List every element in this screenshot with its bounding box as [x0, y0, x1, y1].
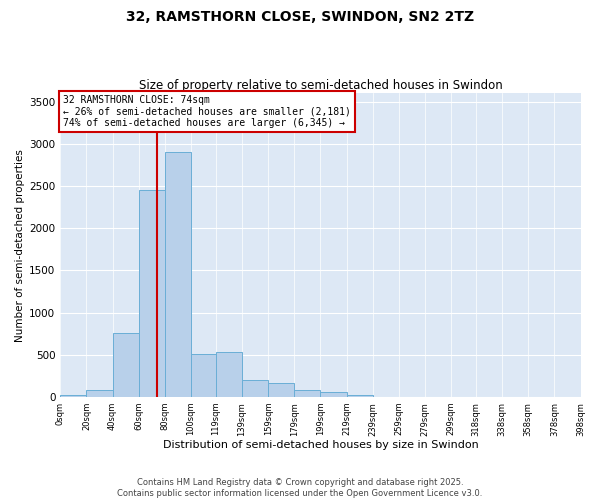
Text: 32, RAMSTHORN CLOSE, SWINDON, SN2 2TZ: 32, RAMSTHORN CLOSE, SWINDON, SN2 2TZ	[126, 10, 474, 24]
Bar	[139, 190, 165, 397]
Y-axis label: Number of semi-detached properties: Number of semi-detached properties	[15, 148, 25, 342]
Bar	[242, 380, 268, 397]
Title: Size of property relative to semi-detached houses in Swindon: Size of property relative to semi-detach…	[139, 79, 502, 92]
Text: 32 RAMSTHORN CLOSE: 74sqm
← 26% of semi-detached houses are smaller (2,181)
74% : 32 RAMSTHORN CLOSE: 74sqm ← 26% of semi-…	[63, 94, 351, 128]
Bar	[294, 390, 320, 397]
Bar	[165, 152, 191, 397]
Text: Contains HM Land Registry data © Crown copyright and database right 2025.
Contai: Contains HM Land Registry data © Crown c…	[118, 478, 482, 498]
Bar	[347, 395, 373, 397]
Bar	[86, 390, 113, 397]
X-axis label: Distribution of semi-detached houses by size in Swindon: Distribution of semi-detached houses by …	[163, 440, 478, 450]
Bar	[268, 383, 294, 397]
Bar	[113, 333, 139, 397]
Bar	[216, 352, 242, 397]
Bar	[191, 354, 216, 397]
Bar	[320, 392, 347, 397]
Bar	[60, 396, 86, 397]
